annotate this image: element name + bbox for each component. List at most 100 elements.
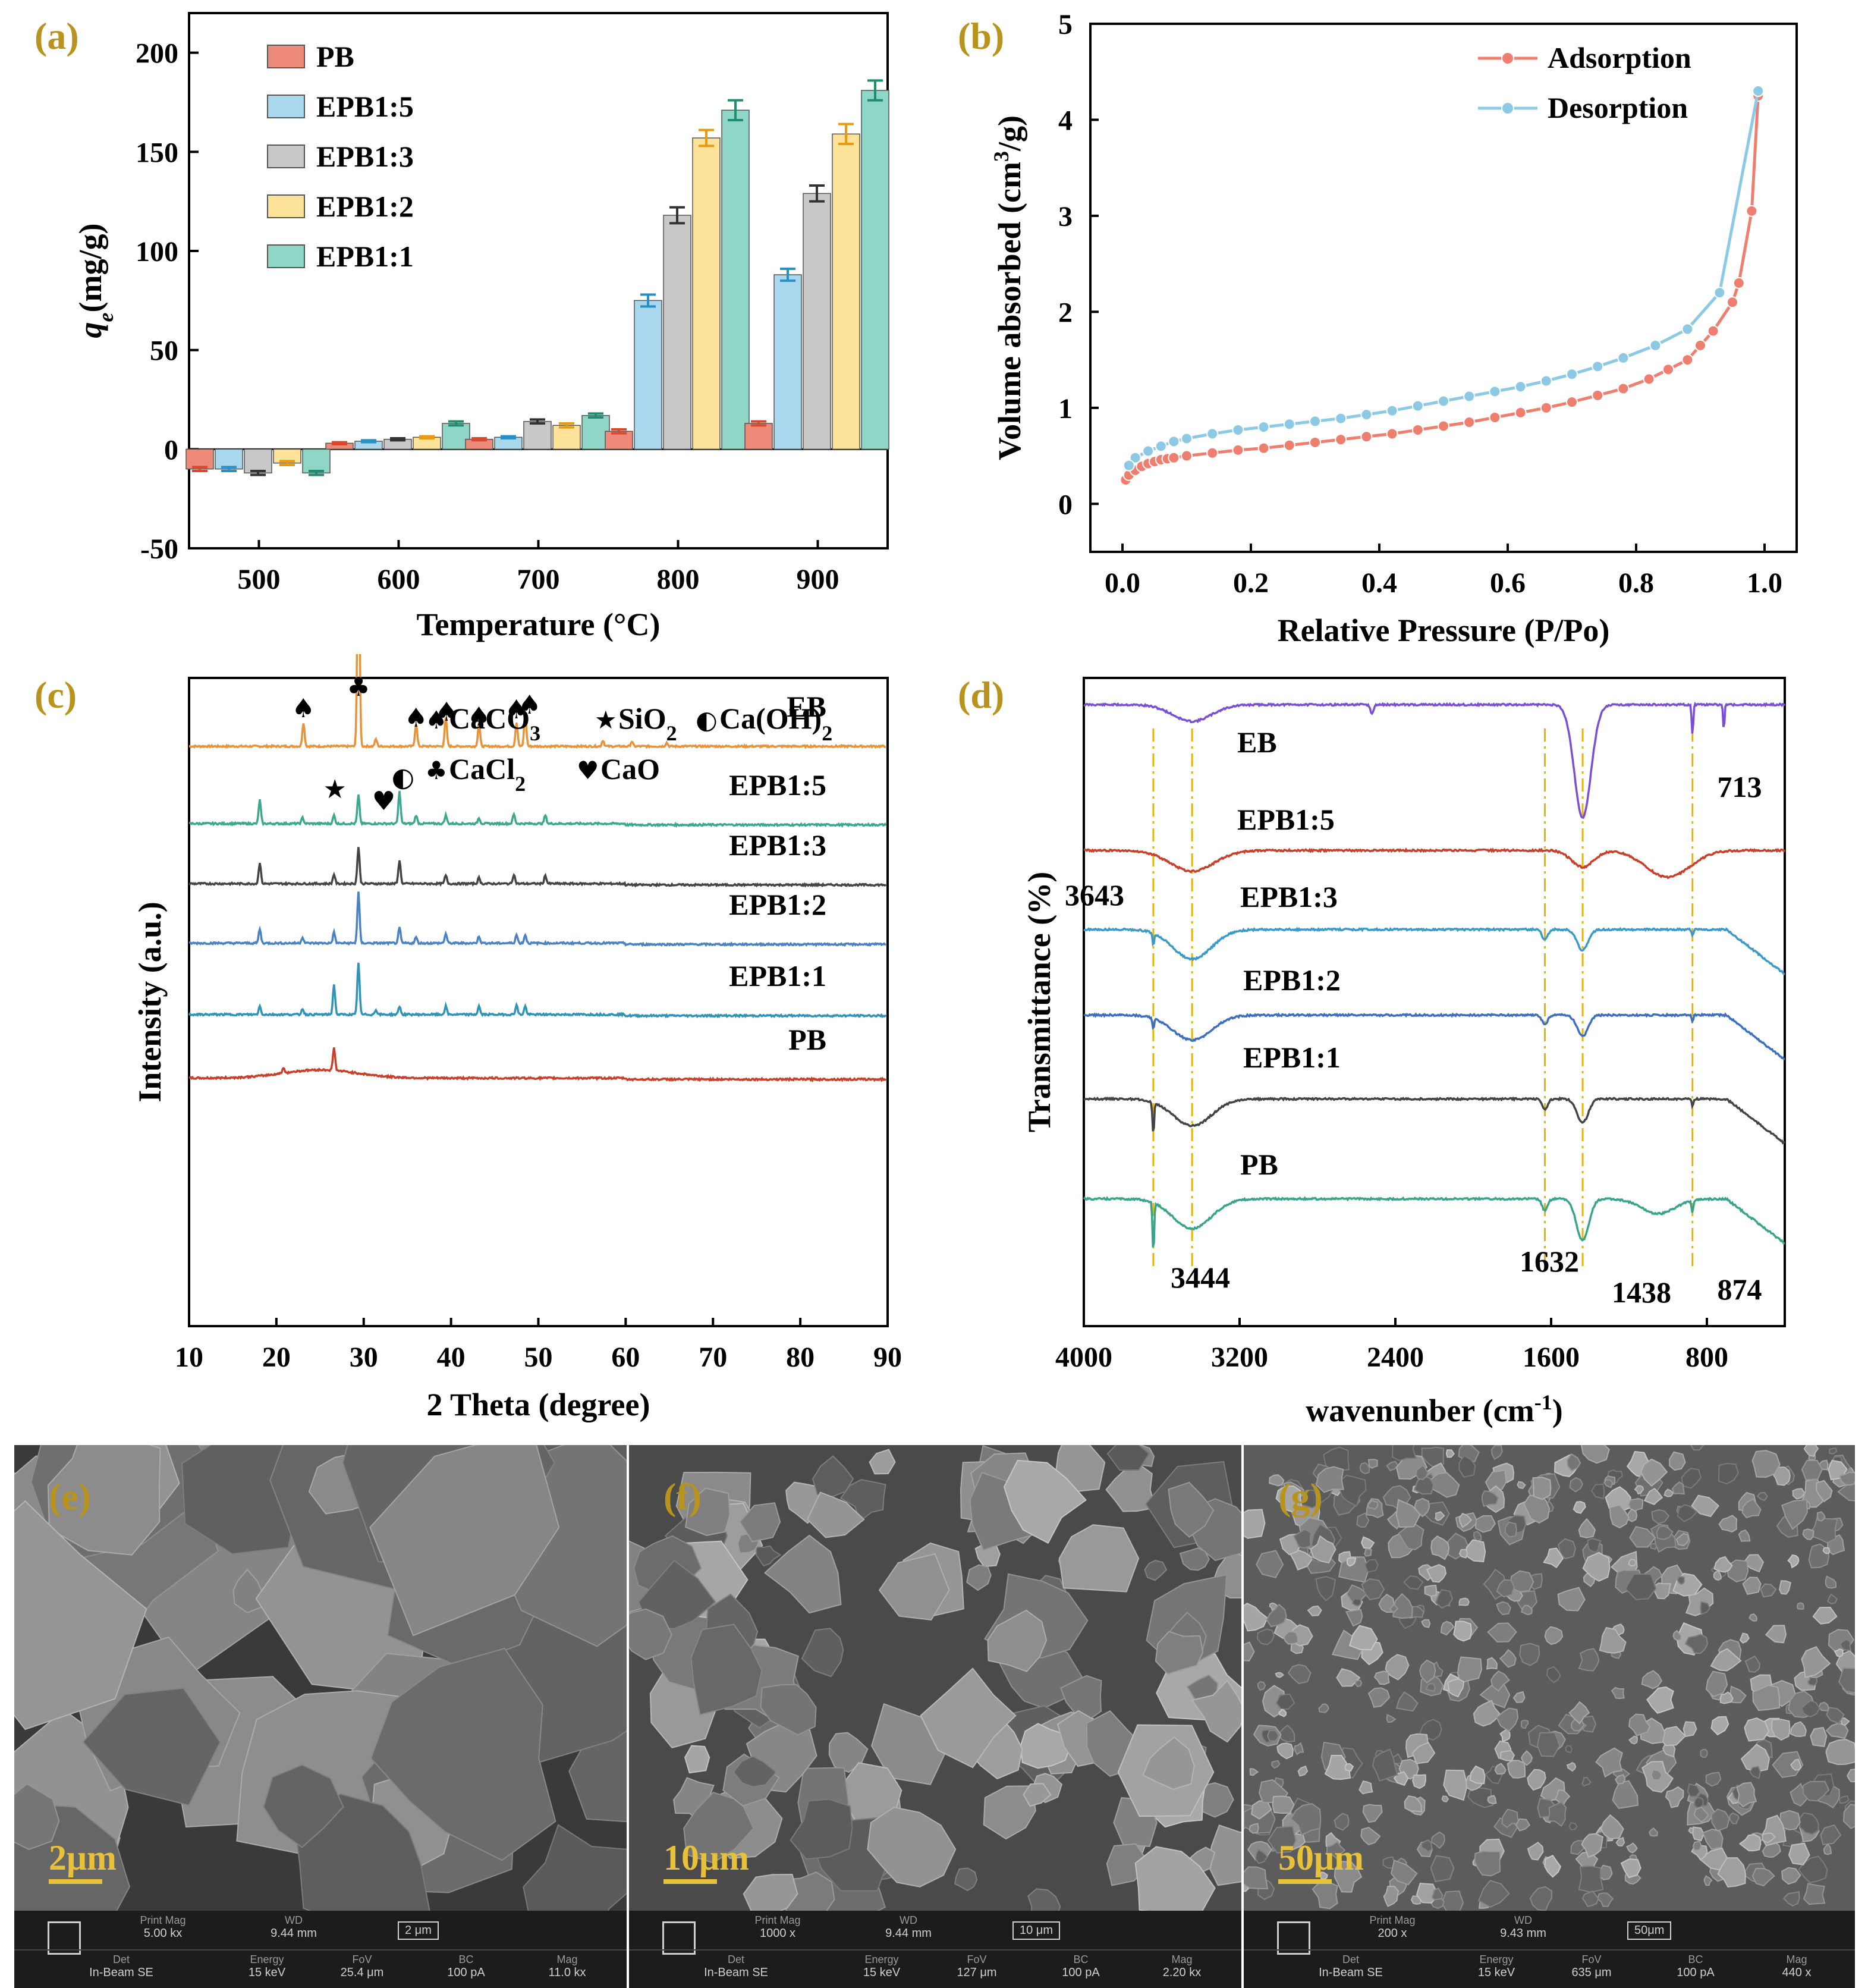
sem-g-energy-key: Energy [1479,1954,1514,1965]
sem-particle [1739,1632,1750,1644]
sem-particle [1367,1499,1379,1510]
a-xtick-label: 900 [797,564,839,595]
sem-particle [1266,1730,1280,1742]
sem-particle [14,1783,60,1850]
a-bar-EPB1:2 [692,137,721,450]
sem-particle [1457,1656,1483,1684]
sem-particle [1573,1500,1586,1514]
sem-f-wd-key: WD [900,1914,917,1926]
sem-particle [1803,1883,1826,1905]
sem-particle [1665,1786,1684,1808]
sem-particle [1507,1760,1526,1779]
sem-particle [1838,1795,1850,1804]
sem-particle [1557,1587,1586,1612]
c-legend-label-part: Ca(OH) [719,702,822,735]
d-peak-label: 874 [1718,1273,1762,1306]
sem-particle [1435,1511,1445,1521]
b-point-Desorption [1142,445,1155,457]
sem-e-bar: 2 μm [398,1921,439,1940]
b-ylabel: Volume absorbed (cm3/g) [989,115,1027,460]
a-ytick-label: -50 [140,533,178,565]
sem-particle [1717,1857,1746,1887]
d-line-EB [1083,701,1786,819]
sem-particle [1718,1515,1738,1532]
sem-particle [1736,1782,1757,1808]
microscope-logo-icon [1277,1921,1310,1955]
c-legend-symbol: ★ [595,705,617,734]
sem-particle [1420,1839,1433,1853]
sem-particle [1713,1556,1733,1573]
sem-particle [1517,1481,1526,1490]
c-ylabel: Intensity (a.u.) [132,902,168,1103]
sem-e-bc: 100 pA [447,1966,485,1979]
c-legend-label-part: SiO [618,702,666,735]
sem-particle [1003,1459,1087,1544]
b-point-Adsorption [1283,439,1295,451]
sem-particle [1494,1763,1507,1775]
sem-particle [1842,1804,1855,1829]
c-phase-marker: ♠ [435,697,458,727]
sem-particle [1441,1795,1449,1803]
sem-particle [1749,1613,1757,1622]
a-xtick-label: 800 [657,564,700,595]
a-bar-EPB1:5 [634,300,662,450]
d-xtick-label: 800 [1685,1342,1728,1373]
a-bar-EPB1:3 [244,448,272,474]
b-point-Adsorption [1746,205,1758,217]
b-point-Desorption [1540,375,1552,387]
sem-particle [1568,1701,1590,1725]
sem-f-mag: 2.20 kx [1162,1966,1202,1979]
sem-particle [1500,1750,1515,1761]
c-series-label: EPB1:1 [729,959,826,993]
sem-particle [82,1687,221,1806]
b-ylabel-part: Volume absorbed (cm [992,162,1027,460]
sem-particle [1802,1528,1814,1540]
sem-particle [763,1534,842,1614]
sem-particle [1361,1578,1385,1600]
sem-particle [1486,1657,1498,1670]
sem-particle [1738,1833,1762,1852]
b-point-Adsorption [1232,444,1244,456]
sem-particle [263,1764,344,1848]
sem-particle [1705,1670,1728,1698]
sem-particle [1256,1628,1275,1645]
d-peak-label: 3643 [1065,878,1124,912]
sem-scale-text-f: 10μm [663,1838,749,1877]
sem-particle [1519,1642,1540,1666]
sem-particle [1391,1445,1417,1462]
sem-particle [920,1667,1017,1769]
sem-particle [1326,1841,1346,1860]
b-point-Desorption [1129,451,1141,464]
sem-particle [1283,1631,1299,1645]
c-phase-marker: ◐ [392,762,414,793]
sem-particle [1294,1742,1304,1755]
sem-f-energy-key: Energy [864,1954,899,1965]
sem-particle [1565,1745,1573,1754]
c-phase-marker: ♠ [292,693,315,724]
a-bar-PB [744,423,773,450]
sem-particle [1358,1780,1373,1795]
b-ytick-label: 2 [1058,297,1073,328]
a-legend-swatch [267,95,305,118]
sem-particle [1692,1841,1702,1851]
sem-particle [1383,1885,1400,1908]
sem-f-fov: 127 μm [957,1966,997,1979]
sem-particle [1713,1570,1722,1581]
c-legend-label-part: 2 [666,721,677,745]
sem-particle [743,1873,798,1915]
sem-particle [1587,1538,1602,1553]
sem-particle [629,1608,672,1660]
d-line-EPB1:3 [1083,927,1785,976]
b-point-Desorption [1438,395,1449,407]
sem-particle [1788,1842,1810,1865]
sem-particle [637,1559,716,1629]
sem-particle [1692,1826,1705,1842]
sem-f-energy: 15 keV [863,1966,901,1979]
sem-particle [1675,1532,1690,1547]
sem-particle [1257,1681,1266,1691]
sem-particle [1543,1547,1564,1569]
sem-particle [1681,1467,1702,1489]
sem-particle [1482,1490,1499,1508]
sem-particle [1458,1512,1473,1528]
sem-particle [1447,1678,1465,1698]
